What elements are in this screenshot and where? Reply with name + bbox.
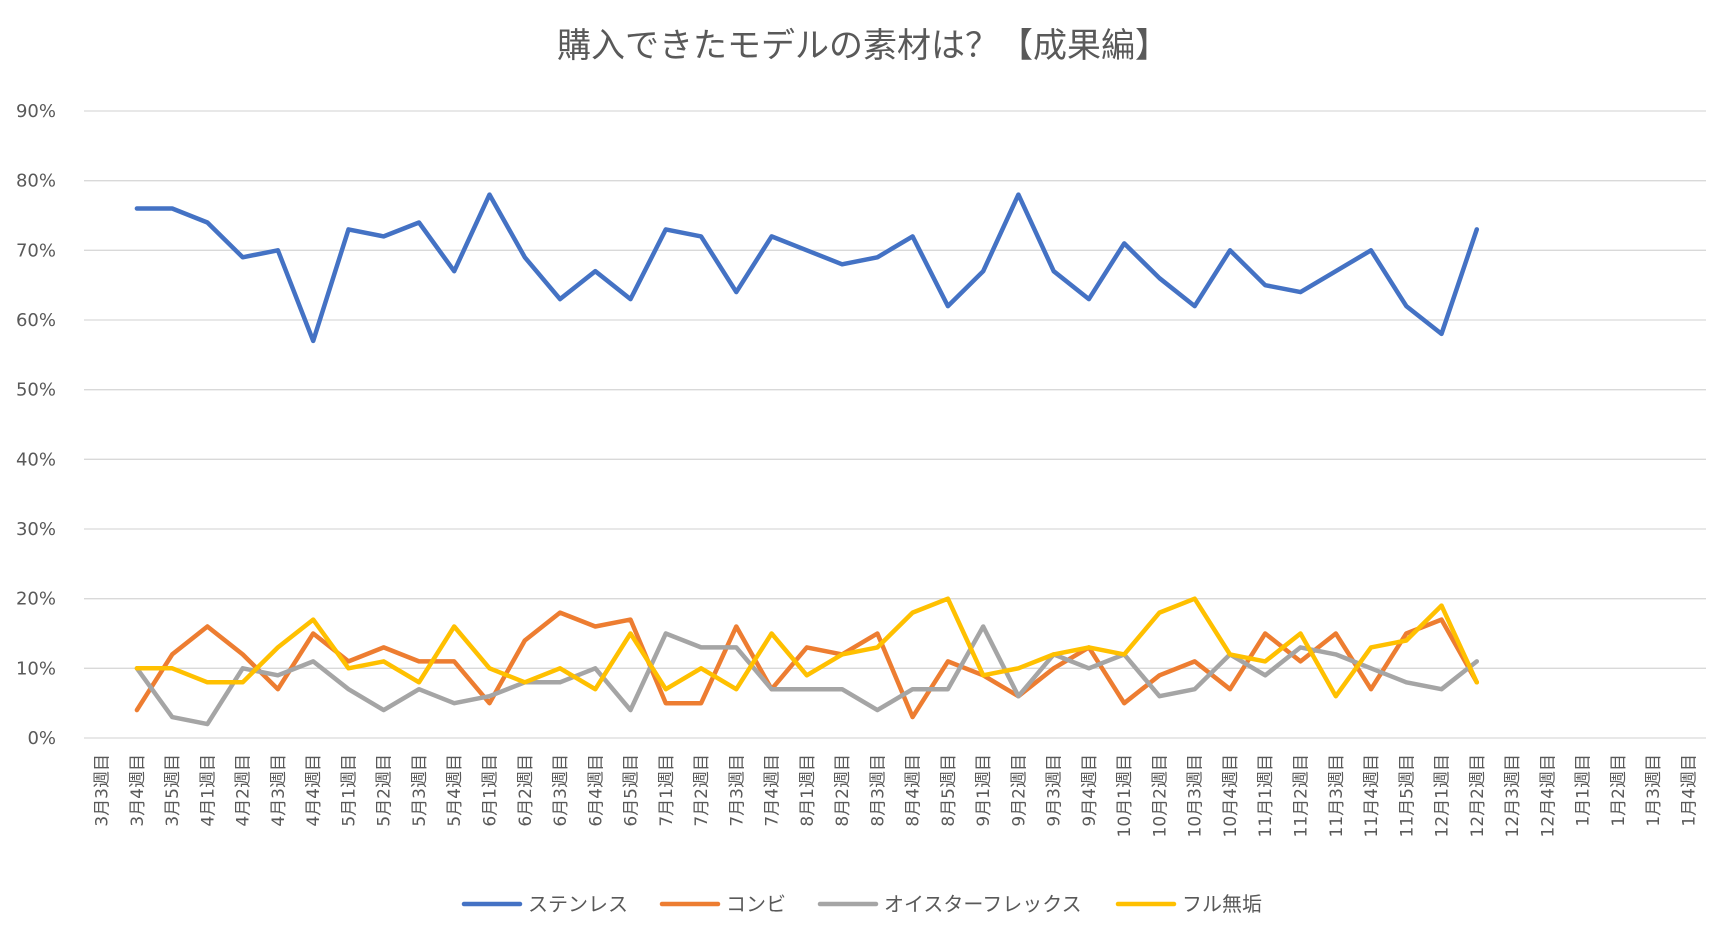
x-tick-label: 8月2週目 — [833, 754, 853, 827]
x-tick-label: 1月2週目 — [1609, 754, 1629, 827]
x-tick-label: 9月2週目 — [1009, 754, 1029, 827]
legend-label: ステンレス — [528, 892, 628, 916]
x-tick-label: 8月1週目 — [798, 754, 818, 827]
x-tick-label: 11月1週目 — [1256, 754, 1276, 837]
x-tick-label: 5月3週目 — [410, 754, 430, 827]
x-tick-label: 9月1週目 — [974, 754, 994, 827]
x-tick-label: 1月3週目 — [1644, 754, 1664, 827]
legend-label: オイスターフレックス — [884, 892, 1082, 916]
x-tick-label: 6月2週目 — [516, 754, 536, 827]
x-tick-label: 3月3週目 — [93, 754, 113, 827]
x-tick-label: 8月3週目 — [868, 754, 888, 827]
x-tick-label: 6月4週目 — [586, 754, 606, 827]
x-tick-label: 6月5週目 — [622, 754, 642, 827]
x-tick-label: 12月1週目 — [1433, 754, 1453, 837]
x-tick-label: 7月4週目 — [763, 754, 783, 827]
x-tick-label: 9月4週目 — [1080, 754, 1100, 827]
x-tick-label: 12月4週目 — [1538, 754, 1558, 837]
x-tick-label: 11月5週目 — [1397, 754, 1417, 837]
y-tick-label: 60% — [16, 310, 56, 331]
y-tick-label: 30% — [16, 519, 56, 540]
x-tick-label: 7月3週目 — [727, 754, 747, 827]
x-tick-label: 10月2週目 — [1150, 754, 1170, 837]
x-axis-tick-labels: 3月3週目 3月4週目 3月5週目 4月1週目 4月2週目 4月3週目 4月4週目 5月1週目… — [93, 754, 1700, 837]
x-tick-label: 1月4週目 — [1679, 754, 1699, 827]
x-tick-label: 11月3週目 — [1327, 754, 1347, 837]
x-tick-label: 12月3週目 — [1503, 754, 1523, 837]
x-tick-label: 12月2週目 — [1468, 754, 1488, 837]
y-tick-label: 0% — [27, 728, 56, 749]
x-tick-label: 7月2週目 — [692, 754, 712, 827]
x-tick-label: 3月5週目 — [163, 754, 183, 827]
x-tick-label: 4月4週目 — [304, 754, 324, 827]
y-tick-label: 70% — [16, 240, 56, 261]
x-tick-label: 4月3週目 — [269, 754, 289, 827]
legend-label: フル無垢 — [1182, 892, 1262, 916]
legend: ステンレス コンビ オイスターフレックス フル無垢 — [461, 892, 1262, 916]
x-tick-label: 4月2週目 — [234, 754, 254, 827]
y-tick-label: 80% — [16, 171, 56, 192]
x-tick-label: 8月4週目 — [904, 754, 924, 827]
x-tick-label: 5月2週目 — [375, 754, 395, 827]
legend-label: コンビ — [726, 892, 786, 916]
x-tick-label: 1月1週目 — [1574, 754, 1594, 827]
y-tick-label: 90% — [16, 101, 56, 122]
series-line-2 — [134, 610, 1480, 720]
x-tick-label: 8月5週目 — [939, 754, 959, 827]
series-line-4 — [134, 596, 1480, 699]
chart-title: 購入できたモデルの素材は？【成果編】 — [557, 26, 1169, 66]
x-tick-label: 7月1週目 — [657, 754, 677, 827]
x-tick-label: 10月4週目 — [1221, 754, 1241, 837]
series-line-1 — [134, 192, 1480, 344]
x-tick-label: 11月4週目 — [1362, 754, 1382, 837]
x-tick-label: 5月4週目 — [445, 754, 465, 827]
series-line-3 — [134, 624, 1480, 727]
x-tick-label: 9月3週目 — [1045, 754, 1065, 827]
x-tick-label: 11月2週目 — [1292, 754, 1312, 837]
x-tick-label: 10月1週目 — [1115, 754, 1135, 837]
y-tick-label: 40% — [16, 449, 56, 470]
y-axis-tick-labels: 0% 10% 20% 30% 40% 50% 60% 70% 80% 90% — [16, 101, 56, 749]
x-tick-label: 5月1週目 — [339, 754, 359, 827]
x-tick-label: 6月3週目 — [551, 754, 571, 827]
x-tick-label: 3月4週目 — [128, 754, 148, 827]
series-lines — [134, 192, 1480, 727]
y-tick-label: 50% — [16, 380, 56, 401]
y-tick-label: 20% — [16, 589, 56, 610]
y-tick-label: 10% — [16, 658, 56, 679]
x-tick-label: 10月3週目 — [1186, 754, 1206, 837]
x-tick-label: 4月1週目 — [198, 754, 218, 827]
x-tick-label: 6月1週目 — [481, 754, 501, 827]
